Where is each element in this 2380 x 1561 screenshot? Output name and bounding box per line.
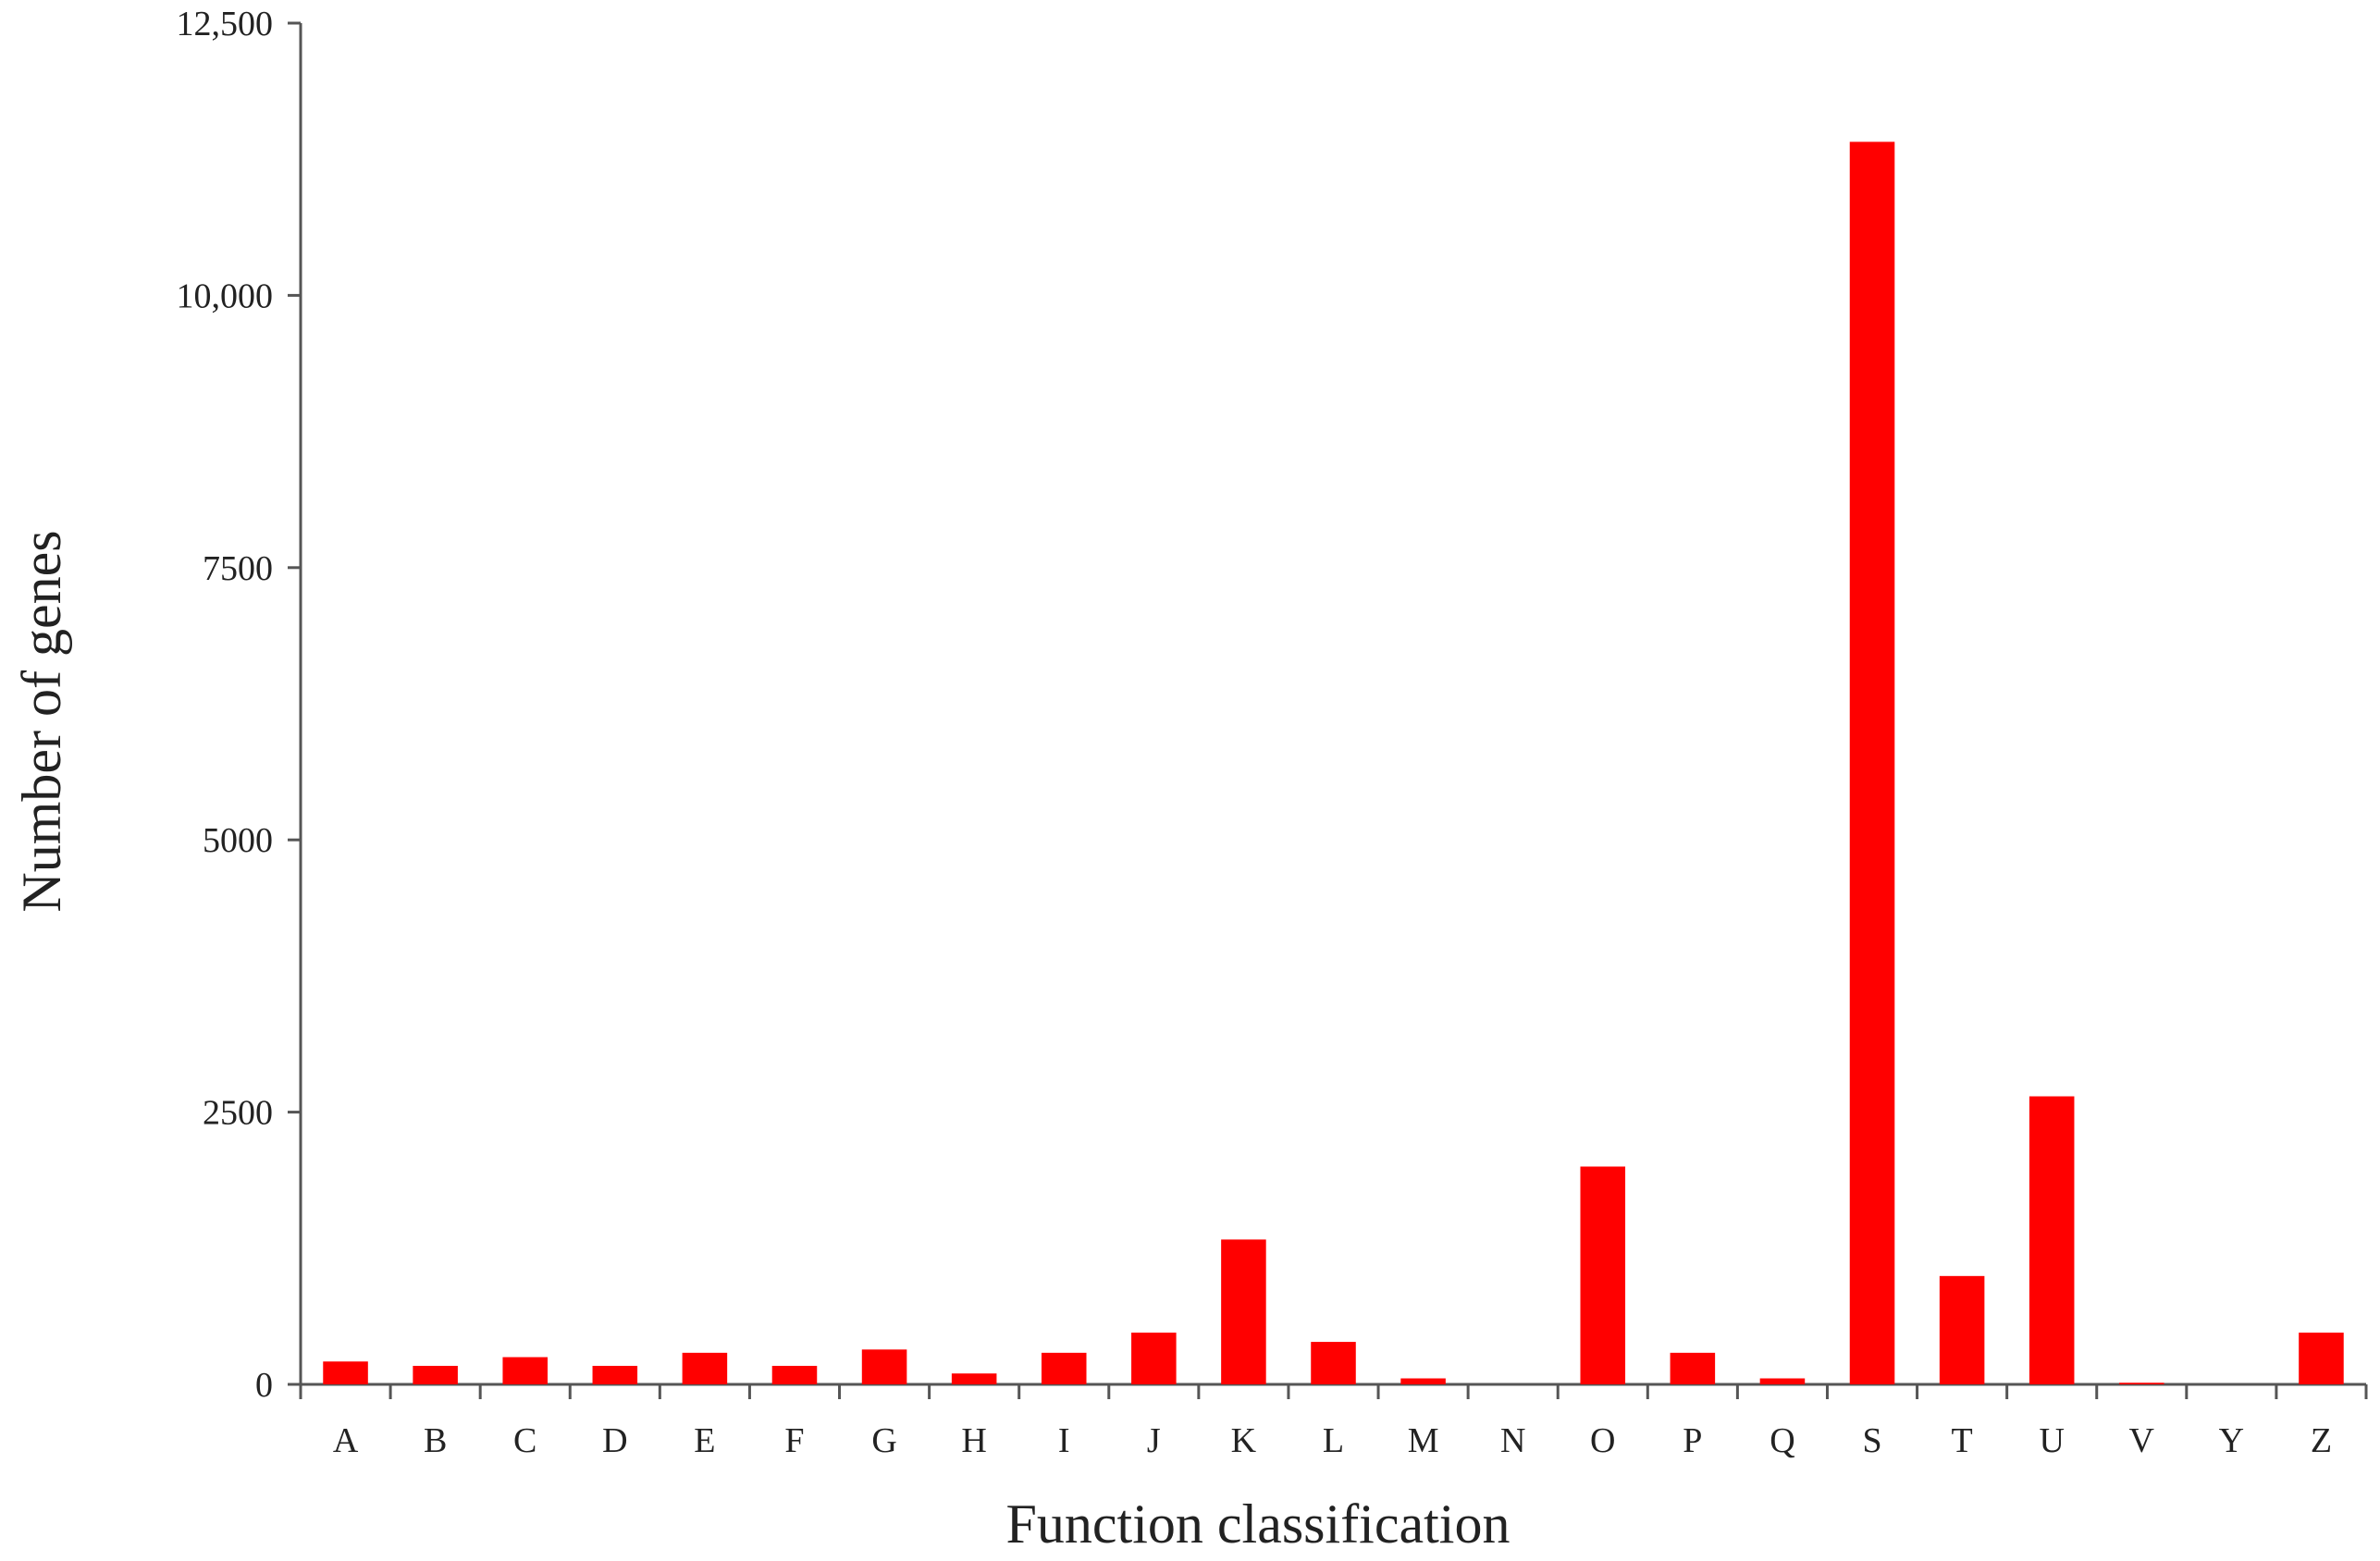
y-tick-label: 2500 — [203, 1094, 273, 1133]
bar — [2119, 1383, 2164, 1384]
bar — [1311, 1342, 1356, 1384]
bar — [592, 1365, 638, 1384]
bar — [502, 1357, 548, 1384]
x-tick-label: Y — [2219, 1421, 2244, 1460]
y-tick-label: 12,500 — [177, 5, 274, 43]
bar — [861, 1349, 907, 1384]
x-tick-label: U — [2039, 1421, 2064, 1460]
bar — [323, 1361, 368, 1384]
x-tick-label: G — [871, 1421, 896, 1460]
bar — [1759, 1378, 1806, 1384]
y-tick-label: 0 — [255, 1366, 273, 1405]
bar — [413, 1365, 458, 1384]
x-tick-label: O — [1590, 1421, 1615, 1460]
x-tick-label: V — [2129, 1421, 2155, 1460]
x-tick-label: D — [602, 1421, 627, 1460]
bar — [1580, 1166, 1626, 1384]
bar — [951, 1373, 997, 1384]
x-tick-label: I — [1058, 1421, 1070, 1460]
x-tick-label: S — [1862, 1421, 1881, 1460]
x-tick-label: N — [1500, 1421, 1525, 1460]
x-tick-label: P — [1683, 1421, 1702, 1460]
x-axis-title: Function classification — [1006, 1493, 1511, 1555]
bar — [1131, 1333, 1177, 1384]
bar — [1939, 1275, 1985, 1384]
bar — [1849, 141, 1895, 1384]
x-tick-label: Q — [1770, 1421, 1794, 1460]
x-tick-label: K — [1231, 1421, 1257, 1460]
x-tick-label: E — [694, 1421, 715, 1460]
y-tick-label: 7500 — [203, 549, 273, 588]
x-tick-label: A — [333, 1421, 359, 1460]
y-tick-label: 10,000 — [177, 277, 274, 315]
x-tick-label: H — [961, 1421, 986, 1460]
x-tick-label: M — [1408, 1421, 1439, 1460]
bar — [1670, 1352, 1716, 1384]
bar — [1221, 1239, 1266, 1384]
bar — [771, 1365, 818, 1384]
bar — [1400, 1378, 1446, 1384]
y-axis-title: Number of genes — [11, 530, 72, 912]
x-tick-label: J — [1147, 1421, 1161, 1460]
y-tick-label: 5000 — [203, 821, 273, 860]
bar — [682, 1352, 728, 1384]
bar — [2299, 1333, 2344, 1384]
x-tick-label: L — [1323, 1421, 1344, 1460]
bar — [1041, 1352, 1087, 1384]
x-tick-label: T — [1951, 1421, 1972, 1460]
x-tick-label: C — [513, 1421, 536, 1460]
x-tick-label: Z — [2311, 1421, 2332, 1460]
x-tick-label: B — [424, 1421, 447, 1460]
x-tick-label: F — [784, 1421, 804, 1460]
bar — [2029, 1096, 2075, 1384]
